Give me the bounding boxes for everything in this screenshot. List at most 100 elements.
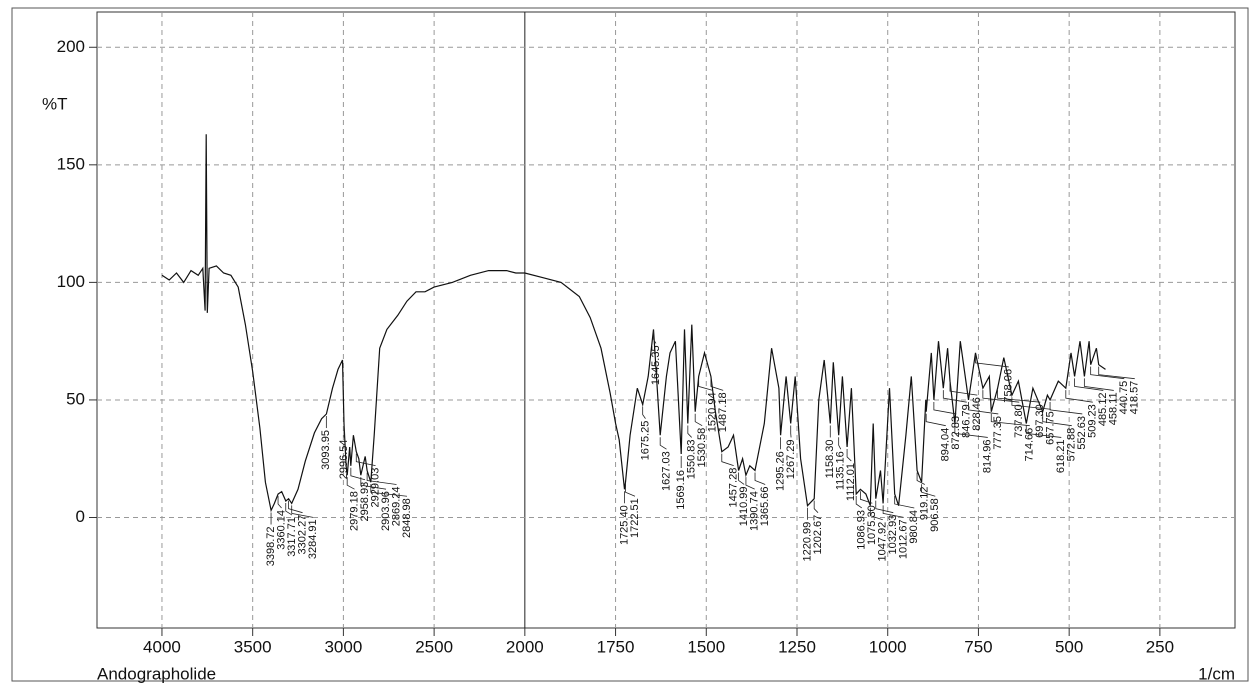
peak-label: 894.04	[940, 428, 952, 462]
peak-label: 1267.29	[785, 439, 797, 479]
x-tick-label: 4000	[143, 637, 181, 656]
peak-label: 509.23	[1087, 404, 1099, 438]
peak-leader	[1083, 378, 1114, 391]
peak-leader	[370, 484, 408, 497]
x-axis-label: 1/cm	[1198, 664, 1235, 683]
peak-label: 1530.58	[696, 428, 708, 468]
peak-leader	[355, 453, 376, 467]
peak-label: 1675.25	[639, 421, 651, 461]
peak-label: 485.12	[1097, 392, 1109, 426]
peak-leader	[698, 378, 713, 391]
peak-leader	[754, 472, 766, 485]
x-tick-label: 3500	[234, 637, 272, 656]
peak-label: 2848.98	[401, 498, 413, 538]
peak-leader	[277, 495, 282, 509]
peak-leader	[949, 383, 978, 396]
peak-leader	[869, 507, 883, 521]
y-axis-label: %T	[42, 94, 68, 113]
peak-leader	[360, 477, 387, 490]
peak-label: 1295.26	[774, 451, 786, 491]
peak-label: 872.83	[950, 416, 962, 450]
peak-leader	[921, 484, 936, 497]
peak-label: 2958.93	[359, 482, 371, 522]
peak-leader	[285, 503, 293, 516]
peak-label: 1365.66	[759, 486, 771, 526]
peak-leader	[942, 390, 967, 403]
x-tick-label: 3000	[324, 637, 362, 656]
peak-leader	[982, 390, 1020, 403]
peak-label: 1012.67	[898, 519, 910, 559]
peak-leader	[1090, 366, 1125, 380]
peak-label: 1520.94	[707, 392, 719, 432]
peak-label: 919.12	[919, 486, 931, 520]
peak-leader	[916, 472, 925, 485]
peak-leader	[813, 500, 819, 513]
peak-label: 1627.03	[660, 451, 672, 491]
peak-leader	[933, 401, 957, 415]
peak-label: 1158.30	[824, 439, 836, 478]
x-tick-label: 250	[1146, 637, 1174, 656]
peak-leader	[925, 413, 946, 427]
x-tick-label: 2000	[506, 637, 544, 656]
peak-label: 3360.14	[275, 510, 287, 550]
peak-leader	[1098, 366, 1135, 380]
peak-label: 828.46	[971, 397, 983, 431]
peak-label: 846.79	[961, 404, 973, 438]
peak-label: 572.88	[1066, 428, 1078, 462]
peak-leader	[687, 425, 692, 438]
peak-label: 1487.18	[717, 392, 729, 432]
peak-leader	[288, 500, 303, 514]
peak-label: 1135.16	[835, 451, 847, 490]
peak-label: 1725.40	[618, 505, 630, 545]
peak-leader	[846, 448, 852, 462]
peak-leader	[721, 453, 734, 467]
peak-label: 418.57	[1129, 381, 1141, 415]
peak-leader	[894, 495, 915, 509]
peak-leader	[653, 331, 657, 344]
x-tick-label: 1500	[687, 637, 725, 656]
peak-leader	[659, 437, 667, 450]
peak-leader	[838, 437, 842, 450]
peak-label: 1390.74	[749, 491, 761, 531]
peak-label: 737.80	[1013, 404, 1025, 438]
peak-label: 1569.16	[675, 470, 687, 510]
peak-leader	[875, 500, 894, 514]
peak-leader	[1065, 390, 1093, 403]
y-tick-label: 50	[66, 389, 85, 408]
peak-leader	[366, 472, 397, 485]
y-tick-label: 150	[57, 154, 85, 173]
peak-leader	[1011, 397, 1051, 410]
x-tick-label: 500	[1055, 637, 1083, 656]
peak-leader	[1074, 378, 1104, 391]
peak-label: 1645.35	[650, 345, 662, 385]
peak-label: 906.58	[929, 498, 941, 532]
peak-label: 1550.83	[686, 439, 698, 479]
peak-label: 2996.54	[338, 439, 350, 479]
peak-label: 1047.92	[877, 522, 889, 562]
peak-label: 1220.99	[801, 522, 813, 562]
peak-leader	[642, 406, 646, 419]
peak-label: 3398.72	[265, 526, 277, 566]
peak-leader	[990, 413, 1030, 427]
peak-label: 1202.67	[812, 515, 824, 555]
peak-label: 1410.99	[738, 486, 750, 526]
y-tick-label: 200	[57, 37, 85, 56]
peak-leader	[859, 491, 873, 504]
peak-label: 2869.24	[390, 486, 402, 526]
x-tick-label: 1000	[869, 637, 907, 656]
peak-label: 2979.18	[348, 491, 360, 531]
peak-label: 714.66	[1024, 428, 1036, 462]
peak-label: 1722.51	[629, 498, 641, 538]
peak-leader	[855, 495, 863, 509]
peak-leader	[975, 354, 1009, 368]
peak-label: 980.84	[908, 510, 920, 544]
peak-label: 1086.93	[856, 510, 868, 550]
peak-leader	[738, 472, 745, 485]
peak-leader	[997, 390, 1041, 403]
peak-label: 440.75	[1118, 381, 1130, 415]
peak-label: 777.35	[992, 416, 1004, 450]
sample-name: Andographolide	[97, 664, 216, 683]
x-tick-label: 1250	[778, 637, 816, 656]
peak-label: 814.96	[982, 439, 994, 473]
